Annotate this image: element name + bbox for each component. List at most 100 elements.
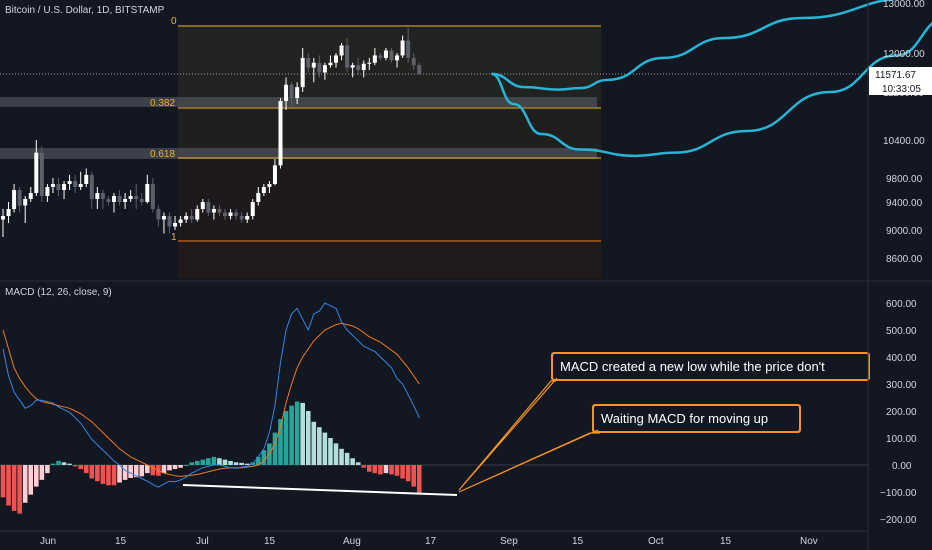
time-tick-label: 15	[572, 536, 584, 547]
candle-body	[12, 190, 17, 209]
candle-body	[39, 152, 44, 196]
histogram-bar	[72, 465, 78, 467]
candle-body	[295, 87, 300, 98]
histogram-bar	[78, 465, 83, 470]
candle-body	[128, 196, 133, 199]
candle-body	[150, 184, 155, 209]
candle-body	[311, 62, 316, 68]
price-tick-label: 10400.00	[883, 136, 925, 147]
histogram-bar	[350, 458, 355, 465]
candle-body	[300, 57, 305, 88]
fib-label-1: 1	[171, 232, 177, 243]
price-tick-label: 8600.00	[886, 254, 923, 265]
candle-body	[145, 184, 150, 202]
price-axis[interactable]: 8600.00 9000.00 9400.00 9800.00 10400.00…	[867, 0, 932, 550]
candle-body	[367, 62, 372, 64]
candle-body	[395, 55, 400, 61]
histogram-bar	[95, 465, 100, 482]
support-zone-upper[interactable]	[0, 97, 597, 107]
candle-body	[400, 40, 405, 56]
histogram-bar	[244, 463, 250, 465]
macd-signal-line[interactable]	[2, 322, 420, 477]
macd-indicator-label[interactable]: MACD (12, 26, close, 9)	[5, 287, 112, 298]
macd-tick-label: −200.00	[880, 515, 917, 526]
callout-macd-new-low[interactable]: MACD created a new low while the price d…	[458, 352, 870, 491]
candle-body	[378, 55, 383, 58]
candle-body	[84, 174, 89, 184]
candle-body	[211, 209, 216, 213]
histogram-bar	[355, 462, 361, 465]
candle-body	[356, 65, 361, 71]
histogram-bar	[206, 458, 211, 465]
histogram-bar	[28, 465, 34, 495]
histogram-bar	[22, 465, 28, 503]
histogram-bar	[405, 465, 411, 482]
candle-body	[56, 184, 61, 190]
candle-body	[117, 196, 122, 202]
candle-body	[278, 101, 283, 166]
candle-body	[250, 202, 255, 216]
candle-body	[100, 193, 105, 199]
price-tick-label: 9400.00	[886, 198, 923, 209]
candle-body	[161, 216, 166, 220]
candle-body	[345, 45, 350, 68]
support-zone-lower[interactable]	[0, 148, 597, 159]
divergence-line[interactable]	[182, 484, 458, 496]
histogram-bar	[189, 462, 194, 465]
candle-body	[406, 40, 411, 58]
histogram-bar	[11, 465, 17, 511]
histogram-bar	[339, 448, 344, 465]
histogram-bar	[317, 427, 322, 465]
candle-body	[223, 212, 227, 216]
bar-countdown: 10:33:05	[882, 84, 921, 95]
histogram-bar	[161, 465, 167, 474]
candle-body	[156, 209, 161, 220]
histogram-bar	[122, 465, 128, 480]
fibonacci-retracement[interactable]: 0 0.382 0.618 1	[0, 16, 601, 278]
time-tick-label: 15	[264, 536, 276, 547]
candle-body	[417, 65, 422, 74]
macd-tick-label: 300.00	[886, 380, 917, 391]
histogram-bar	[222, 459, 228, 465]
chart-title[interactable]: Bitcoin / U.S. Dollar, 1D, BITSTAMP	[5, 5, 165, 16]
candle-body	[67, 181, 72, 184]
macd-tick-label: 500.00	[886, 326, 917, 337]
candle-body	[17, 190, 22, 206]
histogram-bar	[67, 463, 72, 465]
candle-body	[28, 193, 33, 199]
projection-curve[interactable]	[491, 18, 932, 158]
candle-body	[95, 193, 100, 199]
histogram-bar	[194, 460, 200, 465]
histogram-bar	[261, 450, 267, 465]
callout-pointer	[458, 429, 600, 493]
callout-waiting-macd[interactable]: Waiting MACD for moving up	[458, 404, 801, 493]
projection-curves[interactable]	[491, 0, 932, 158]
candle-body	[1, 216, 5, 220]
histogram-bar	[378, 465, 383, 475]
histogram-bar	[56, 460, 61, 465]
histogram-bar	[283, 411, 289, 465]
candle-body	[6, 209, 11, 216]
histogram-bar	[128, 465, 133, 478]
macd-line[interactable]	[2, 302, 420, 488]
fib-label-0382: 0.382	[150, 98, 175, 109]
time-axis[interactable]: Jun 15 Jul 15 Aug 17 Sep 15 Oct 15 Nov	[0, 530, 868, 547]
histogram-bar	[361, 465, 367, 468]
candle-body	[45, 187, 50, 196]
macd-histogram	[0, 401, 422, 514]
histogram-bar	[256, 456, 261, 465]
histogram-bar	[328, 438, 333, 465]
histogram-bar	[344, 452, 350, 465]
countdown-tag	[869, 81, 932, 95]
candle-body	[334, 55, 338, 63]
candle-body	[383, 50, 388, 58]
candle-body	[217, 209, 222, 213]
histogram-bar	[311, 421, 317, 465]
last-price-tag	[869, 67, 932, 81]
time-tick-label: Jul	[196, 536, 209, 547]
macd-pane	[0, 302, 868, 514]
candle-body	[123, 199, 128, 202]
candle-body	[184, 216, 189, 220]
candle-body	[178, 219, 183, 223]
projection-curve[interactable]	[491, 0, 913, 91]
